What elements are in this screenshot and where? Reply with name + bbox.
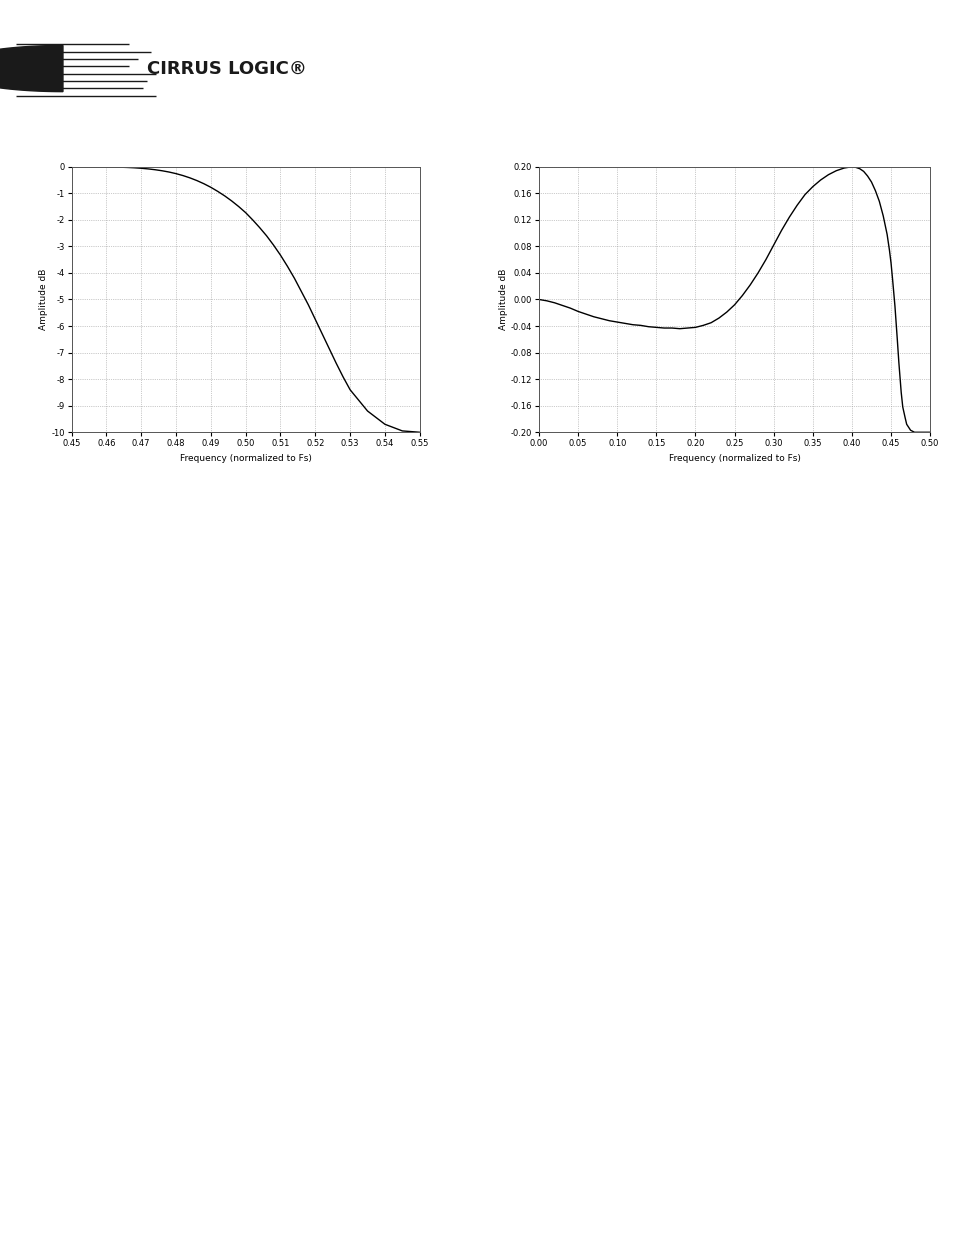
- X-axis label: Frequency (normalized to Fs): Frequency (normalized to Fs): [179, 453, 312, 463]
- Y-axis label: Amplitude dB: Amplitude dB: [498, 269, 507, 330]
- Text: CIRRUS LOGIC®: CIRRUS LOGIC®: [147, 59, 307, 78]
- Y-axis label: Amplitude dB: Amplitude dB: [39, 269, 49, 330]
- Polygon shape: [0, 46, 63, 91]
- X-axis label: Frequency (normalized to Fs): Frequency (normalized to Fs): [668, 453, 800, 463]
